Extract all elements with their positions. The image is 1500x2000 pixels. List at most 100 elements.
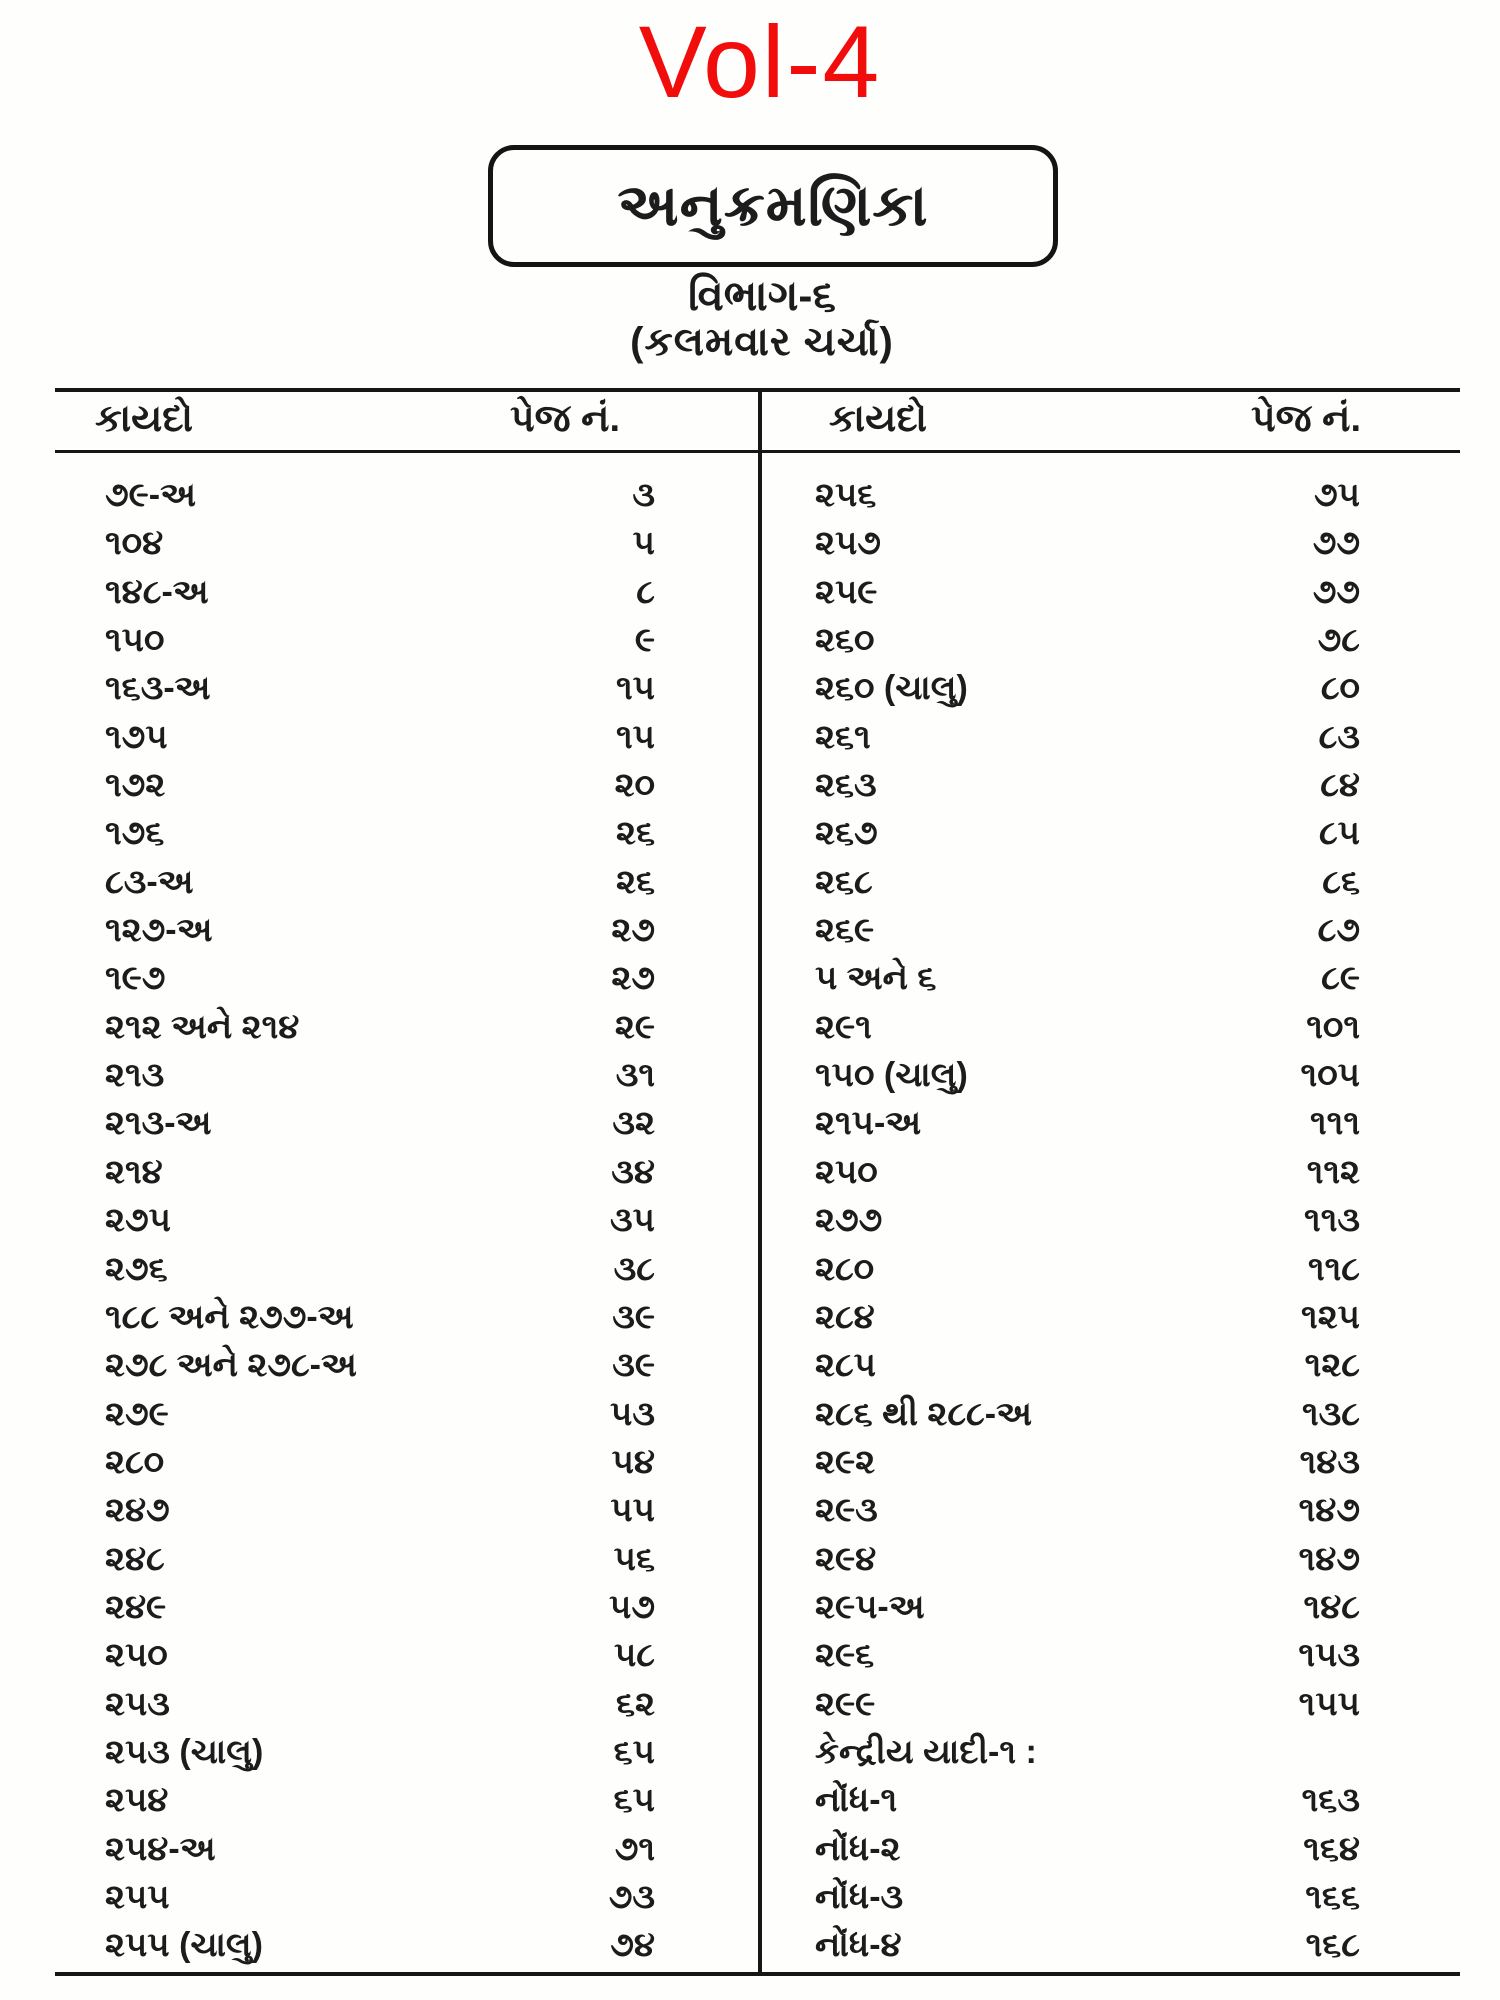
page-cell: ૨૦ — [614, 766, 655, 805]
table-row: ૨૯૪ ૧૪૭ — [815, 1535, 1360, 1583]
law-cell: ૨૯૧ — [815, 1007, 872, 1046]
page-cell: ૧૬૪ — [1303, 1829, 1360, 1868]
table-row: ૧૫૦ (ચાલુ) ૧૦૫ — [815, 1051, 1360, 1099]
law-cell: ૮૩-અ — [105, 862, 194, 901]
law-cell: કેન્દ્રીય યાદી-૧ : — [815, 1732, 1037, 1771]
law-cell: ૨૪૯ — [105, 1587, 167, 1626]
table-row: ૨૧૪ ૩૪ — [105, 1148, 655, 1196]
table-row: ૨૫૩ (ચાલુ) ૬૫ — [105, 1728, 655, 1776]
index-title: અનુક્રમણિકા — [617, 173, 929, 238]
page-cell: ૧૪૩ — [1299, 1442, 1360, 1481]
page-cell: ૫૭ — [609, 1587, 655, 1626]
page-cell: ૧૫૩ — [1298, 1636, 1360, 1675]
right-page-column-header: પેજ નં. — [1250, 398, 1362, 440]
law-cell: ૨૧૪ — [105, 1152, 163, 1191]
table-row: ૨૬૩ ૮૪ — [815, 761, 1360, 809]
table-row: ૨૭૫ ૩૫ — [105, 1196, 655, 1244]
law-cell: ૨૫૬ — [815, 476, 877, 514]
page-cell: ૭૭ — [1312, 572, 1360, 611]
law-cell: ૨૫૫ (ચાલુ) — [105, 1926, 263, 1965]
law-cell: ૨૭૬ — [105, 1249, 168, 1288]
law-cell: ૨૫૯ — [815, 572, 878, 611]
table-row: ૨૯૬ ૧૫૩ — [815, 1631, 1360, 1679]
law-cell: ૧૭૨ — [105, 766, 166, 805]
page-cell: ૧૧૧ — [1310, 1104, 1360, 1143]
law-cell: ૧૬૩-અ — [105, 669, 211, 708]
table-header-border — [55, 450, 1460, 453]
page-cell: ૫ — [632, 524, 655, 563]
table-row: ૧૭૬ ૨૬ — [105, 809, 655, 857]
left-page-column-header: પેજ નં. — [509, 398, 621, 440]
law-cell: ૧૫૦ (ચાલુ) — [815, 1056, 968, 1095]
page-cell: ૩ — [632, 476, 655, 514]
page-cell: ૧૨૮ — [1304, 1346, 1360, 1385]
table-row: ૨૮૦ ૧૧૮ — [815, 1245, 1360, 1293]
table-row: ૨૫૬ ૭૫ — [815, 471, 1360, 519]
law-cell: નોંધ-૧ — [815, 1781, 898, 1820]
page-cell: ૫૮ — [613, 1636, 655, 1675]
page-cell: ૧૬૮ — [1305, 1926, 1360, 1965]
table-row: ૨૯૨ ૧૪૩ — [815, 1438, 1360, 1486]
table-row: ૨૫૩ ૬૨ — [105, 1680, 655, 1728]
table-row: ૧૭૨ ૨૦ — [105, 761, 655, 809]
page-cell: ૮૦ — [1320, 669, 1360, 708]
page-cell: ૨૭ — [611, 959, 655, 998]
law-cell: ૨૫૩ (ચાલુ) — [105, 1732, 264, 1771]
law-cell: ૧૦૪ — [105, 524, 164, 563]
table-row: ૧૦૪ ૫ — [105, 519, 655, 567]
table-row: ૨૫૫ ૭૩ — [105, 1873, 655, 1921]
page-cell: ૬૫ — [613, 1732, 655, 1771]
law-cell: ૨૬૦ — [815, 621, 875, 660]
law-cell: ૨૫૭ — [815, 524, 881, 563]
law-cell: ૨૯૪ — [815, 1539, 877, 1578]
law-cell: નોંધ-૨ — [815, 1829, 901, 1868]
page-cell: ૨૬ — [616, 862, 655, 901]
left-law-column-header: કાયદો — [95, 398, 194, 440]
page-cell: ૨૯ — [614, 1007, 655, 1046]
law-cell: ૨૯૯ — [815, 1684, 876, 1723]
table-row: ૨૬૦ (ચાલુ) ૮૦ — [815, 664, 1360, 712]
table-row: ૮૩-અ ૨૬ — [105, 858, 655, 906]
page-cell: ૯ — [634, 621, 655, 660]
law-cell: નોંધ-૩ — [815, 1877, 904, 1916]
table-row: ૨૬૭ ૮૫ — [815, 809, 1360, 857]
page-cell: ૭૭ — [1312, 524, 1360, 563]
table-row: ૧૨૭-અ ૨૭ — [105, 906, 655, 954]
law-cell: ૨૫૦ — [105, 1636, 168, 1675]
table-row: ૨૪૯ ૫૭ — [105, 1583, 655, 1631]
page-cell: ૬૨ — [616, 1684, 655, 1723]
table-row: ૧૮૮ અને ૨૭૭-અ ૩૯ — [105, 1293, 655, 1341]
page-cell: ૩૪ — [611, 1152, 655, 1191]
law-cell: ૨૫૦ — [815, 1152, 878, 1191]
law-cell: ૨૯૬ — [815, 1636, 875, 1675]
page-cell: ૫૫ — [610, 1491, 655, 1530]
law-cell: ૨૬૩ — [815, 766, 877, 805]
page-cell: ૧૪૭ — [1298, 1539, 1360, 1578]
law-cell: ૨૯૨ — [815, 1442, 876, 1481]
page-cell: ૩૮ — [613, 1249, 655, 1288]
law-cell: ૧૭૫ — [105, 717, 168, 756]
law-cell: ૨૧૨ અને ૨૧૪ — [105, 1007, 300, 1046]
table-row: ૨૪૮ ૫૬ — [105, 1535, 655, 1583]
page-cell: ૧૦૫ — [1300, 1056, 1360, 1095]
page-cell: ૧૨૫ — [1301, 1297, 1360, 1336]
law-cell: ૨૪૮ — [105, 1539, 165, 1578]
page-cell: ૮૩ — [1318, 717, 1360, 756]
table-row: ૧૫૦ ૯ — [105, 616, 655, 664]
page-cell: ૧૬૬ — [1305, 1877, 1360, 1916]
table-row: નોંધ-૩ ૧૬૬ — [815, 1873, 1360, 1921]
page-cell: ૮૯ — [1321, 959, 1360, 998]
law-cell: ૧૪૮-અ — [105, 572, 209, 611]
law-cell: ૧૭૬ — [105, 814, 165, 853]
law-cell: ૨૭૫ — [105, 1201, 171, 1240]
page-cell: ૭૫ — [1314, 476, 1360, 514]
page-cell: ૩૯ — [612, 1346, 655, 1385]
table-row: ૨૯૯ ૧૫૫ — [815, 1680, 1360, 1728]
law-cell: ૨૬૯ — [815, 911, 875, 950]
table-row: ૨૮૦ ૫૪ — [105, 1438, 655, 1486]
page-cell: ૮ — [636, 572, 655, 611]
page-cell: ૫૬ — [613, 1539, 655, 1578]
law-cell: ૨૫૩ — [105, 1684, 170, 1723]
law-cell: ૨૯૩ — [815, 1491, 878, 1530]
table-row: ૨૬૧ ૮૩ — [815, 713, 1360, 761]
